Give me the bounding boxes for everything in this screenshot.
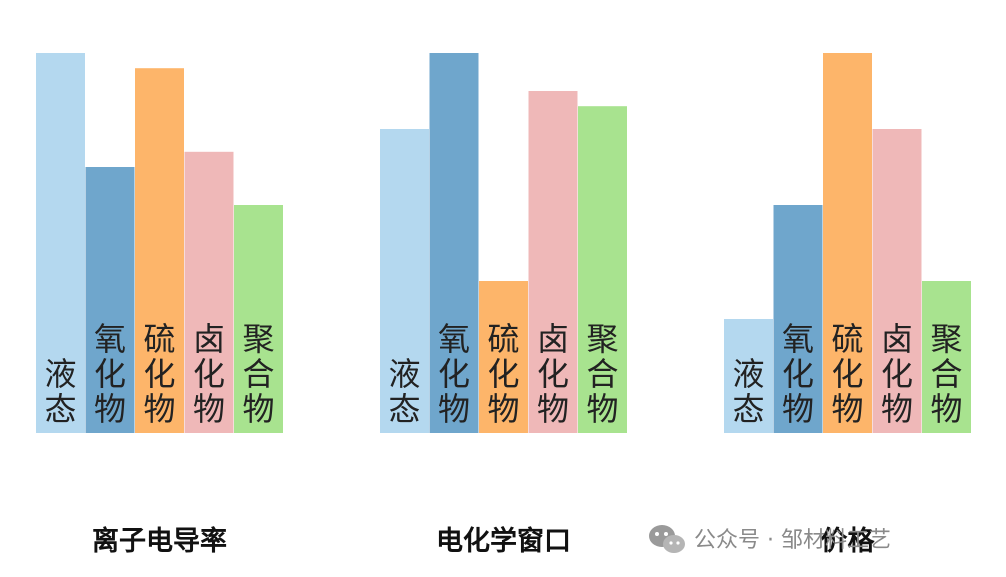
bar-label: 卤化物	[193, 320, 225, 428]
bar-4	[528, 91, 578, 433]
bar-3	[479, 281, 528, 433]
bar-label: 液态	[732, 355, 764, 428]
bar-3	[823, 53, 872, 433]
bar-2	[429, 53, 479, 433]
bar-3	[135, 68, 184, 433]
bar-label: 氧化物	[782, 320, 814, 428]
bar-label: 氧化物	[94, 320, 126, 428]
watermark-text: 公众号 · 邹材料工艺	[694, 528, 891, 553]
bar-2	[773, 205, 823, 433]
bar-label: 聚合物	[586, 320, 618, 428]
bar-label: 氧化物	[438, 320, 470, 428]
bar-label: 卤化物	[881, 320, 913, 428]
bar-label: 聚合物	[242, 320, 274, 428]
bar-label: 液态	[44, 355, 76, 428]
bar-1	[380, 129, 429, 433]
wechat-icon	[649, 525, 685, 553]
bar-label: 聚合物	[930, 320, 962, 428]
bar-4	[872, 129, 922, 433]
bar-2	[85, 167, 135, 433]
bar-5	[578, 106, 627, 433]
chart-title: 价格	[821, 526, 876, 557]
bar-1	[724, 319, 773, 433]
bar-5	[234, 205, 283, 433]
chart-title: 电化学窗口	[436, 525, 571, 557]
bar-4	[184, 151, 234, 434]
bar-label: 硫化物	[831, 320, 863, 428]
bar-label: 硫化物	[143, 320, 175, 428]
bar-1	[36, 53, 85, 433]
bar-label: 卤化物	[537, 320, 569, 428]
charts-layer: 液态氧化物硫化物卤化物聚合物离子电导率液态氧化物硫化物卤化物聚合物电化学窗口液态…	[36, 53, 971, 557]
bar-label: 硫化物	[487, 320, 519, 428]
watermark: 公众号 · 邹材料工艺	[649, 525, 891, 553]
bar-label: 液态	[388, 355, 420, 428]
bar-5	[922, 281, 971, 433]
chart-title: 离子电导率	[92, 525, 227, 557]
